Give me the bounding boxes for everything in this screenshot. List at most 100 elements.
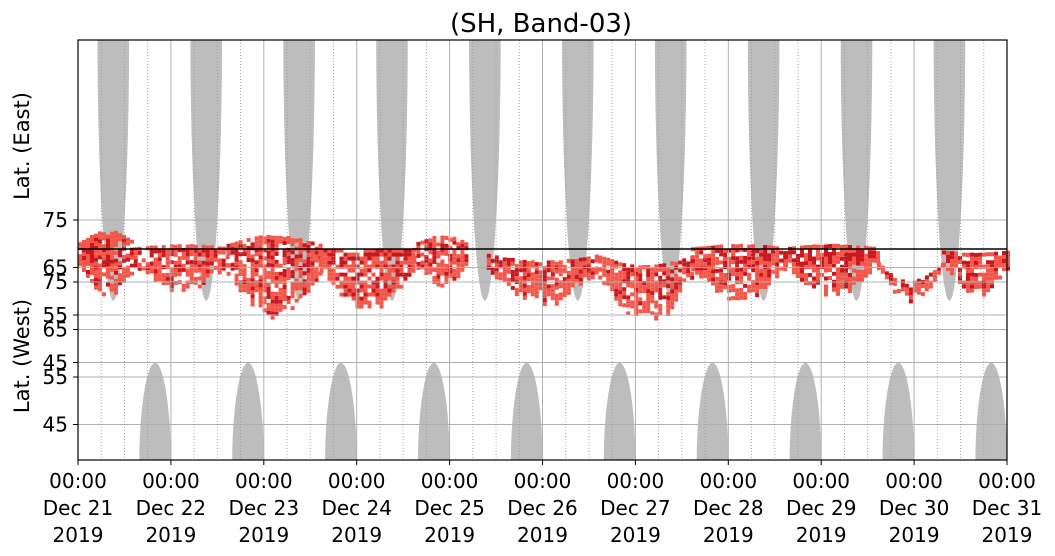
activity-cell: [258, 299, 263, 304]
activity-cell: [278, 307, 283, 312]
activity-cell: [310, 253, 315, 258]
activity-cell: [550, 296, 555, 301]
activity-cell: [367, 292, 372, 297]
activity-cell: [440, 239, 445, 244]
activity-cell: [213, 257, 218, 262]
activity-cell: [864, 253, 868, 258]
activity-cell: [546, 268, 551, 273]
activity-cell: [954, 251, 958, 256]
activity-cell: [351, 284, 356, 289]
activity-cell: [804, 257, 808, 262]
activity-cell: [494, 255, 499, 260]
activity-cell: [126, 241, 130, 246]
activity-cell: [266, 310, 271, 315]
activity-cell: [666, 272, 671, 277]
activity-cell: [379, 292, 384, 297]
activity-cell: [650, 267, 655, 272]
activity-cell: [707, 273, 712, 278]
activity-cell: [586, 268, 591, 273]
activity-cell: [844, 268, 848, 273]
activity-cell: [796, 274, 800, 278]
activity-cell: [836, 267, 840, 272]
activity-cell: [282, 305, 287, 309]
activity-cell: [998, 275, 1002, 280]
activity-cell: [574, 263, 579, 267]
activity-cell: [852, 260, 856, 265]
activity-cell: [114, 234, 118, 239]
activity-cell: [306, 252, 311, 257]
activity-cell: [860, 269, 864, 274]
activity-cell: [784, 259, 788, 264]
activity-cell: [558, 292, 563, 297]
activity-cell: [234, 273, 239, 278]
x-tick-line: 2019: [424, 523, 475, 547]
activity-cell: [177, 248, 182, 253]
activity-cell: [820, 260, 824, 265]
activity-cell: [298, 242, 303, 247]
activity-cell: [542, 282, 547, 287]
x-tick-line: Dec 28: [693, 496, 764, 520]
activity-cell: [217, 258, 222, 263]
activity-cell: [856, 261, 860, 266]
activity-cell: [962, 264, 966, 269]
activity-cell: [703, 262, 708, 267]
activity-cell: [238, 244, 243, 249]
activity-cell: [298, 254, 303, 259]
activity-cell: [359, 260, 364, 265]
activity-cell: [808, 257, 812, 261]
activity-cell: [526, 269, 531, 274]
activity-cell: [351, 268, 356, 273]
activity-cell: [598, 275, 603, 280]
activity-cell: [962, 280, 966, 285]
activity-cell: [916, 286, 921, 291]
activity-cell: [98, 239, 102, 244]
activity-cell: [270, 267, 275, 272]
activity-cell: [448, 261, 453, 266]
activity-cell: [638, 297, 643, 302]
activity-cell: [622, 267, 627, 272]
activity-cell: [1006, 262, 1010, 267]
activity-cell: [122, 234, 126, 239]
activity-cell: [522, 283, 527, 288]
activity-cell: [90, 259, 94, 263]
activity-cell: [751, 244, 756, 249]
activity-cell: [286, 260, 291, 264]
activity-cell: [286, 256, 291, 260]
activity-cell: [606, 269, 611, 274]
activity-cell: [294, 286, 299, 291]
activity-cell: [98, 231, 102, 236]
activity-cell: [570, 267, 575, 272]
activity-cell: [946, 254, 950, 259]
activity-cell: [347, 288, 352, 293]
activity-cell: [646, 305, 651, 309]
activity-cell: [666, 312, 671, 317]
activity-cell: [550, 268, 555, 273]
activity-cell: [554, 297, 559, 302]
activity-cell: [201, 248, 206, 253]
activity-cell: [173, 260, 178, 265]
x-tick-label: 00:00 Dec 31 2019: [972, 469, 1043, 547]
activity-cell: [278, 287, 283, 292]
activity-cell: [173, 280, 178, 285]
activity-cell: [522, 267, 527, 272]
activity-cell: [371, 272, 376, 277]
activity-cell: [936, 270, 941, 275]
activity-cell: [387, 252, 392, 257]
activity-cell: [872, 250, 876, 255]
activity-cell: [546, 260, 551, 265]
activity-cell: [884, 275, 889, 280]
activity-cell: [306, 260, 311, 265]
activity-cell: [391, 284, 396, 289]
x-tick-line: Dec 21: [43, 496, 114, 520]
activity-cell: [343, 272, 348, 277]
activity-cell: [420, 252, 425, 257]
activity-cell: [262, 308, 267, 313]
activity-cell: [290, 258, 295, 263]
activity-cell: [78, 254, 82, 259]
activity-cell: [436, 278, 441, 283]
activity-cell: [294, 238, 299, 243]
activity-cell: [270, 315, 275, 320]
activity-cell: [970, 276, 974, 281]
activity-cell: [318, 271, 323, 276]
